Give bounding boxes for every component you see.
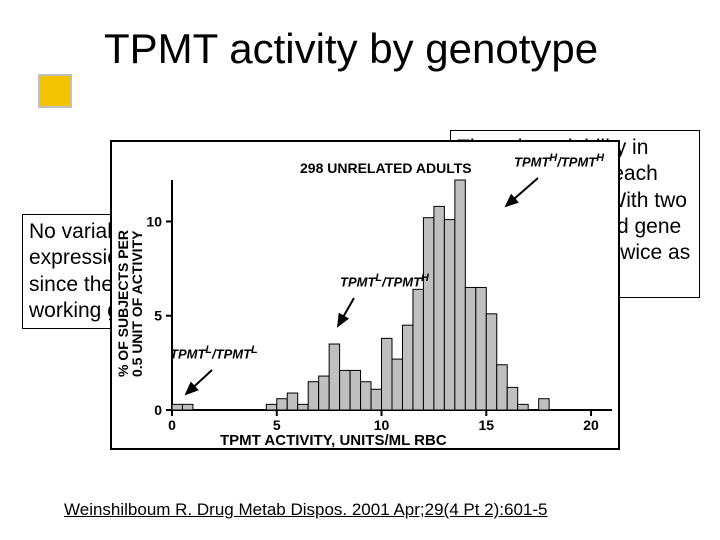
arrow-overlay bbox=[0, 0, 720, 540]
slide: TPMT activity by genotype No variability… bbox=[0, 0, 720, 540]
citation: Weinshilboum R. Drug Metab Dispos. 2001 … bbox=[64, 500, 548, 520]
